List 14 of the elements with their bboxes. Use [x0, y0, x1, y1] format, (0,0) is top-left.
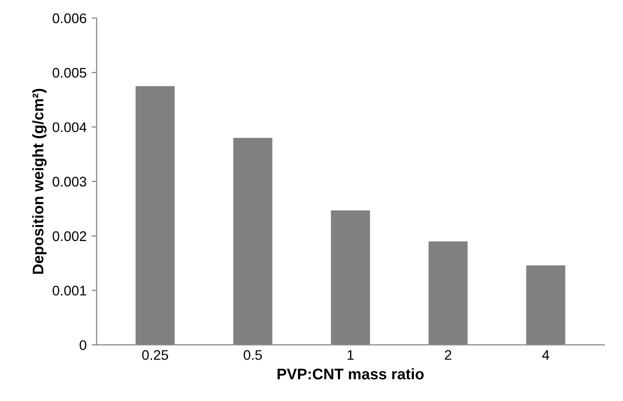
x-tick-label: 0.5	[244, 350, 262, 360]
x-tick-label: 4	[542, 350, 550, 360]
y-tick-label: 0	[80, 340, 86, 350]
x-tick-label: 1	[348, 350, 354, 360]
y-tick-label: 0.006	[52, 13, 86, 24]
x-axis-title: PVP:CNT mass ratio	[278, 368, 424, 380]
y-tick-label: 0.005	[52, 68, 86, 78]
y-tick-label: 0.003	[52, 176, 86, 187]
y-axis-title: Deposition weight (g/cm²)	[32, 88, 47, 274]
y-tick-label: 0.001	[52, 286, 86, 296]
x-tick-label: 2	[444, 350, 452, 360]
y-tick-label: 0.004	[52, 122, 86, 132]
x-tick-label: 0.25	[142, 350, 168, 360]
y-tick-label: 0.002	[52, 231, 86, 242]
